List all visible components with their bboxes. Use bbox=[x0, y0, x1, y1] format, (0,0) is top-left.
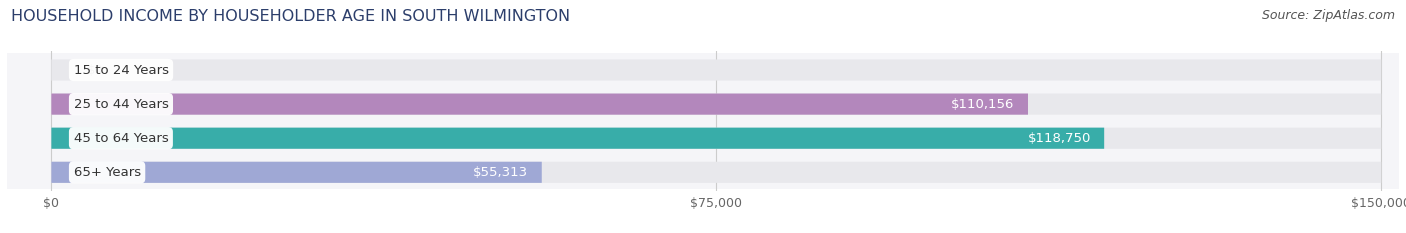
FancyBboxPatch shape bbox=[52, 59, 1381, 81]
Text: 45 to 64 Years: 45 to 64 Years bbox=[73, 132, 169, 145]
Bar bbox=[7, 155, 1406, 189]
Text: $118,750: $118,750 bbox=[1028, 132, 1091, 145]
Text: $55,313: $55,313 bbox=[474, 166, 529, 179]
FancyBboxPatch shape bbox=[52, 93, 1028, 115]
FancyBboxPatch shape bbox=[52, 93, 1381, 115]
Text: Source: ZipAtlas.com: Source: ZipAtlas.com bbox=[1261, 9, 1395, 22]
Text: HOUSEHOLD INCOME BY HOUSEHOLDER AGE IN SOUTH WILMINGTON: HOUSEHOLD INCOME BY HOUSEHOLDER AGE IN S… bbox=[11, 9, 571, 24]
Text: 15 to 24 Years: 15 to 24 Years bbox=[73, 64, 169, 76]
Text: 25 to 44 Years: 25 to 44 Years bbox=[73, 98, 169, 111]
FancyBboxPatch shape bbox=[52, 128, 1104, 149]
Text: 65+ Years: 65+ Years bbox=[73, 166, 141, 179]
Bar bbox=[7, 121, 1406, 155]
Bar bbox=[7, 53, 1406, 87]
Text: $0: $0 bbox=[87, 64, 104, 76]
Bar bbox=[7, 87, 1406, 121]
FancyBboxPatch shape bbox=[52, 128, 1381, 149]
FancyBboxPatch shape bbox=[52, 162, 1381, 183]
Text: $110,156: $110,156 bbox=[952, 98, 1015, 111]
FancyBboxPatch shape bbox=[52, 162, 541, 183]
